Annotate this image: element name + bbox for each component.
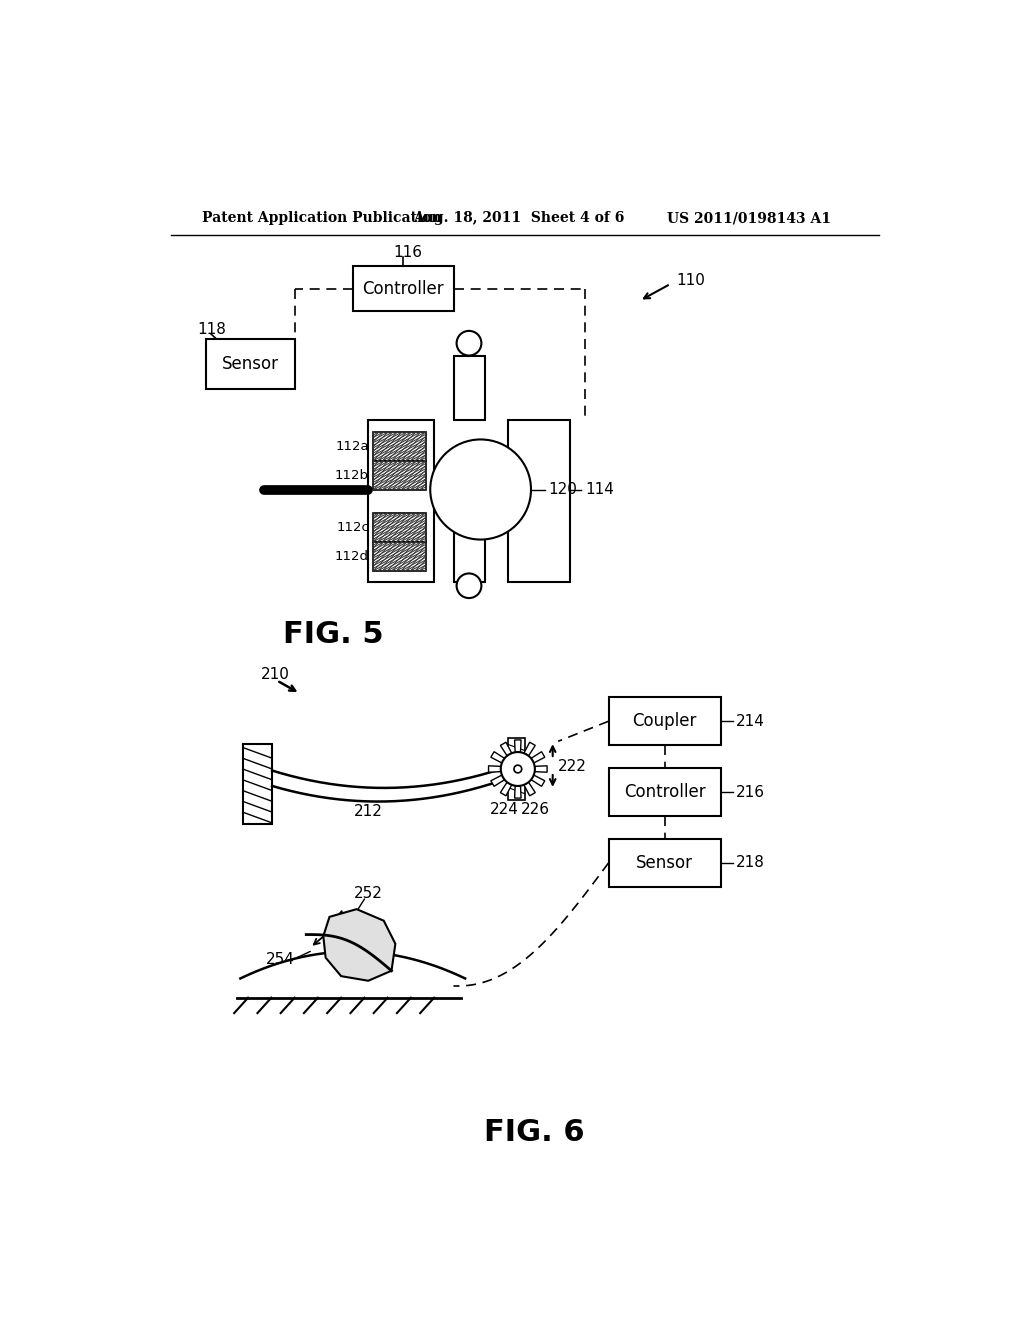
Text: 212: 212 [354,804,383,818]
Polygon shape [531,751,545,763]
Bar [608,768,721,816]
Text: 112d: 112d [335,550,369,564]
Text: 116: 116 [393,244,422,260]
Text: Patent Application Publication: Patent Application Publication [202,211,441,226]
Bar [373,512,426,543]
Bar [454,506,484,582]
Text: 224: 224 [489,801,518,817]
Bar [508,738,524,800]
Text: 218: 218 [735,855,765,870]
Bar [369,420,434,582]
Text: 214: 214 [735,714,765,729]
Polygon shape [324,909,395,981]
Text: 118: 118 [198,322,226,337]
Polygon shape [490,751,505,763]
Bar [454,355,484,420]
Circle shape [457,573,481,598]
Circle shape [457,331,481,355]
Text: 112b: 112b [335,469,369,482]
Circle shape [514,766,521,774]
Polygon shape [515,741,521,752]
Bar [373,543,426,572]
Bar [352,267,454,312]
Polygon shape [524,742,536,756]
Polygon shape [488,766,501,772]
Text: Controller: Controller [362,280,444,297]
Polygon shape [490,775,505,787]
Bar [243,743,272,825]
Text: FIG. 5: FIG. 5 [283,620,384,648]
Text: 112a: 112a [336,440,369,453]
Bar [373,432,426,461]
Text: 222: 222 [558,759,587,775]
Text: 210: 210 [261,667,290,682]
Text: Sensor: Sensor [636,854,693,873]
Text: 114: 114 [586,482,614,498]
Text: 110: 110 [677,272,706,288]
Bar [608,697,721,744]
Polygon shape [524,783,536,796]
Polygon shape [535,766,547,772]
Bar [206,339,295,389]
Polygon shape [501,783,512,796]
Text: 254: 254 [266,952,295,966]
Text: Controller: Controller [624,783,706,801]
Polygon shape [515,785,521,799]
Text: 216: 216 [735,784,765,800]
Bar [508,420,569,582]
Text: 252: 252 [354,886,383,902]
Text: Coupler: Coupler [633,713,697,730]
Circle shape [501,752,535,785]
Polygon shape [501,742,512,756]
Text: Sensor: Sensor [221,355,279,374]
Text: Aug. 18, 2011  Sheet 4 of 6: Aug. 18, 2011 Sheet 4 of 6 [414,211,625,226]
Bar [373,461,426,490]
Text: FIG. 6: FIG. 6 [484,1118,585,1147]
Polygon shape [531,775,545,787]
Text: 226: 226 [520,801,549,817]
Text: US 2011/0198143 A1: US 2011/0198143 A1 [667,211,830,226]
Text: 112c: 112c [336,520,369,533]
Circle shape [430,440,531,540]
Bar [608,840,721,887]
Text: 120: 120 [548,482,577,498]
